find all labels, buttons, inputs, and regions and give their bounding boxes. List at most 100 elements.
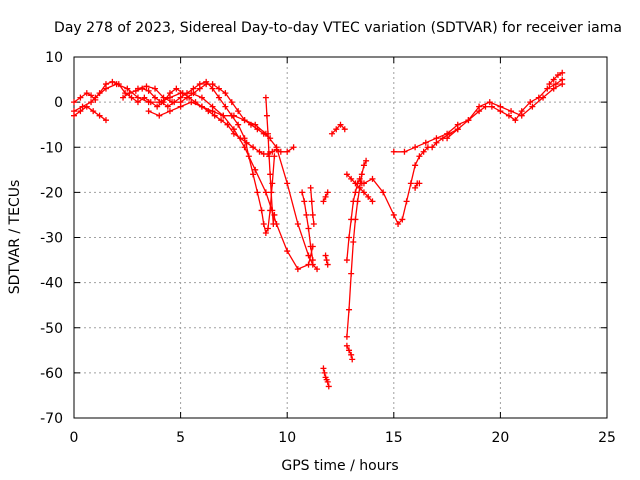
- data-point-2-21: [211, 112, 218, 119]
- data-point-14-0: [343, 257, 350, 264]
- series-arc-10: [307, 184, 317, 227]
- data-point-17-3: [390, 211, 397, 218]
- data-point-2-22: [218, 117, 225, 124]
- data-point-21-3: [559, 69, 566, 76]
- data-point-3-29: [271, 153, 278, 160]
- data-point-3-18: [235, 121, 242, 128]
- data-point-13-9: [363, 157, 370, 164]
- data-point-9-2: [309, 211, 316, 218]
- data-point-17-7: [407, 180, 414, 187]
- x-axis-label: GPS time / hours: [281, 458, 398, 474]
- data-point-20-9: [540, 94, 547, 101]
- data-point-15-3: [349, 356, 356, 363]
- axis-ticks: [73, 56, 608, 419]
- data-point-18-2: [412, 144, 419, 151]
- data-point-5-1: [102, 85, 109, 92]
- series-arc-18: [360, 126, 461, 227]
- data-point-4-10: [209, 81, 216, 88]
- data-point-8-5: [309, 257, 316, 264]
- series-arc-21: [444, 81, 566, 142]
- data-point-4-1: [143, 83, 150, 90]
- data-point-14-4: [352, 189, 359, 196]
- data-point-22-3: [341, 126, 348, 133]
- data-point-10-0: [320, 198, 327, 205]
- data-point-17-9: [416, 153, 423, 160]
- series-line-arc-18: [363, 128, 459, 226]
- data-point-5-5: [145, 99, 152, 106]
- data-point-16-0: [343, 171, 350, 178]
- x-tick-label-4: 20: [491, 430, 509, 446]
- data-point-17-12: [429, 144, 436, 151]
- data-point-18-0: [390, 148, 397, 155]
- data-point-7-8: [271, 211, 278, 218]
- series-line-arc-6: [94, 83, 314, 270]
- data-point-0-5: [102, 117, 109, 124]
- data-point-4-8: [196, 85, 203, 92]
- data-point-0-4: [96, 112, 103, 119]
- data-point-16-2: [352, 180, 359, 187]
- data-point-21-2: [554, 72, 561, 79]
- data-point-19-2: [416, 180, 423, 187]
- data-point-11-1: [323, 257, 330, 264]
- data-point-2-28: [256, 148, 263, 155]
- data-point-11-0: [322, 252, 329, 259]
- data-point-2-5: [109, 78, 116, 85]
- series-line-arc-7: [148, 101, 318, 270]
- data-point-7-0: [262, 94, 269, 101]
- data-point-17-10: [420, 148, 427, 155]
- data-point-4-6: [183, 94, 190, 101]
- data-point-2-33: [277, 148, 284, 155]
- data-point-17-2: [380, 189, 387, 196]
- data-point-1-1: [77, 94, 84, 101]
- data-point-12-1: [321, 369, 328, 376]
- x-tick-label-3: 15: [385, 430, 403, 446]
- data-point-18-18: [552, 81, 559, 88]
- data-point-18-1: [401, 148, 408, 155]
- series-line-arc-1: [73, 105, 107, 121]
- data-point-6-7: [220, 112, 227, 119]
- data-point-9-3: [310, 220, 317, 227]
- data-point-17-6: [403, 198, 410, 205]
- data-point-6-10: [252, 121, 259, 128]
- data-point-13-2: [348, 270, 355, 277]
- data-point-20-6: [508, 108, 515, 115]
- x-tick-label-1: 5: [176, 430, 185, 446]
- data-point-5-6: [156, 99, 163, 106]
- data-point-5-8: [177, 90, 184, 97]
- data-point-18-9: [482, 103, 489, 110]
- data-point-2-2: [88, 99, 95, 106]
- data-point-13-8: [360, 162, 367, 169]
- data-point-2-8: [128, 94, 135, 101]
- data-point-3-7: [164, 103, 171, 110]
- series-arc-23: [328, 121, 348, 137]
- series-line-arc-19: [393, 79, 563, 153]
- data-point-2-12: [154, 103, 161, 110]
- data-point-20-10: [550, 85, 557, 92]
- data-point-5-15: [252, 166, 259, 173]
- series-arc-19: [390, 76, 566, 155]
- series-line-arc-22: [548, 72, 563, 85]
- data-point-10-2: [324, 189, 331, 196]
- data-point-20-1: [454, 126, 461, 133]
- series-arc-6: [92, 81, 316, 273]
- data-point-17-4: [395, 220, 402, 227]
- data-point-6-3: [177, 103, 184, 110]
- data-point-4-13: [228, 99, 235, 106]
- data-point-2-0: [71, 108, 77, 115]
- data-point-20-4: [486, 99, 493, 106]
- data-point-6-5: [198, 103, 205, 110]
- data-point-13-0: [343, 333, 350, 340]
- data-point-16-6: [369, 198, 376, 205]
- data-point-14-2: [348, 216, 355, 223]
- data-point-5-3: [124, 85, 131, 92]
- data-point-1-3: [88, 92, 95, 99]
- data-point-4-14: [235, 108, 242, 115]
- data-point-4-9: [203, 81, 210, 88]
- data-point-11-2: [324, 261, 331, 268]
- data-point-6-6: [209, 108, 216, 115]
- data-point-19-0: [412, 184, 419, 191]
- series-line-arc-14: [346, 160, 367, 337]
- y-tick-label-6: -50: [40, 321, 63, 337]
- data-point-5-19: [294, 266, 301, 273]
